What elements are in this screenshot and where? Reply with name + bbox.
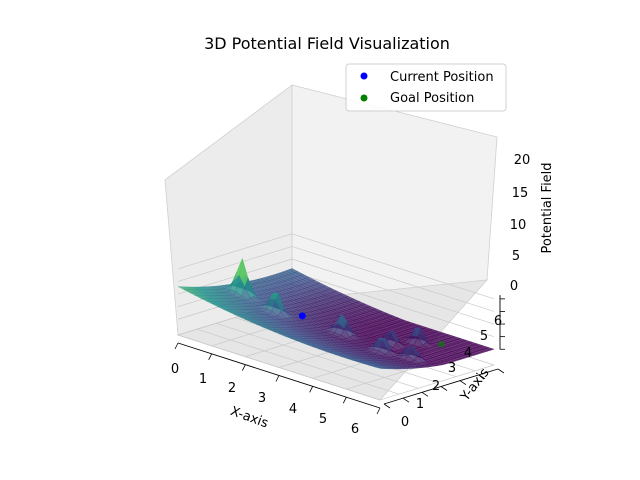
y-tick-label: 0: [401, 415, 409, 430]
y-tick-mark: [421, 392, 429, 397]
wall-gridline: [177, 246, 495, 312]
z-axis-ticks: 0 5 10 15 20: [510, 153, 531, 294]
chart-title: 3D Potential Field Visualization: [204, 34, 450, 53]
x-tick-mark: [309, 386, 314, 393]
x-tick-label: 1: [199, 372, 207, 387]
x-tick-mark: [174, 342, 179, 350]
y-tick-label: 3: [448, 361, 456, 376]
y-tick-label: 4: [464, 346, 472, 361]
current-position-marker: [298, 312, 306, 320]
goal-position-marker: [437, 340, 445, 348]
x-tick-label: 0: [171, 362, 179, 377]
y-tick-label: 1: [416, 397, 424, 412]
z-tick-label: 10: [510, 218, 527, 233]
y-tick-label: 2: [432, 379, 440, 394]
legend-marker-goal: [360, 94, 368, 102]
z-tick-label: 15: [512, 186, 529, 201]
y-tick-mark: [478, 374, 486, 380]
z-tick-label: 20: [514, 153, 531, 168]
x-tick-label: 3: [258, 391, 266, 406]
x-tick-label: 2: [228, 381, 236, 396]
axis-lines: [174, 295, 505, 415]
y-tick-label: 6: [494, 314, 502, 329]
y-tick-mark: [459, 380, 467, 385]
x-tick-mark: [342, 396, 347, 404]
y-tick-mark: [402, 397, 410, 403]
legend-marker-current: [360, 72, 368, 80]
legend-frame: [345, 63, 507, 112]
y-tick-label: 5: [480, 329, 488, 344]
x-tick-label: 6: [351, 422, 359, 437]
surface-patch: [374, 366, 384, 369]
y-tick-mark: [497, 368, 505, 374]
legend: Current Position Goal Position: [345, 63, 507, 112]
z-tick-label: 5: [512, 249, 520, 264]
legend-label-goal: Goal Position: [390, 91, 474, 106]
y-axis-label: Y-axis: [457, 365, 492, 404]
y-tick-mark: [440, 386, 448, 391]
x-axis-ticks: 0 1 2 3 4 5 6: [171, 362, 359, 437]
x-tick-mark: [275, 375, 280, 382]
y-tick-mark: [383, 403, 391, 409]
y-axis-ticks: 0 1 2 3 4 5 6: [401, 314, 502, 430]
x-axis-label: X-axis: [228, 404, 270, 432]
x-tick-label: 4: [289, 402, 297, 417]
wall-gridline: [177, 233, 495, 300]
wall-gridline: [177, 258, 495, 325]
pane-back: [291, 84, 498, 301]
axes-3d: [164, 84, 505, 415]
z-axis-label: Potential Field: [540, 162, 555, 253]
floor-gridline: [379, 364, 495, 401]
x-tick-label: 5: [319, 412, 327, 427]
x-tick-mark: [376, 407, 381, 415]
potential-surface: [177, 258, 495, 370]
z-tick-label: 0: [510, 279, 518, 294]
legend-label-current: Current Position: [390, 70, 494, 85]
x-tick-mark: [241, 364, 246, 371]
x-tick-mark: [208, 353, 213, 361]
